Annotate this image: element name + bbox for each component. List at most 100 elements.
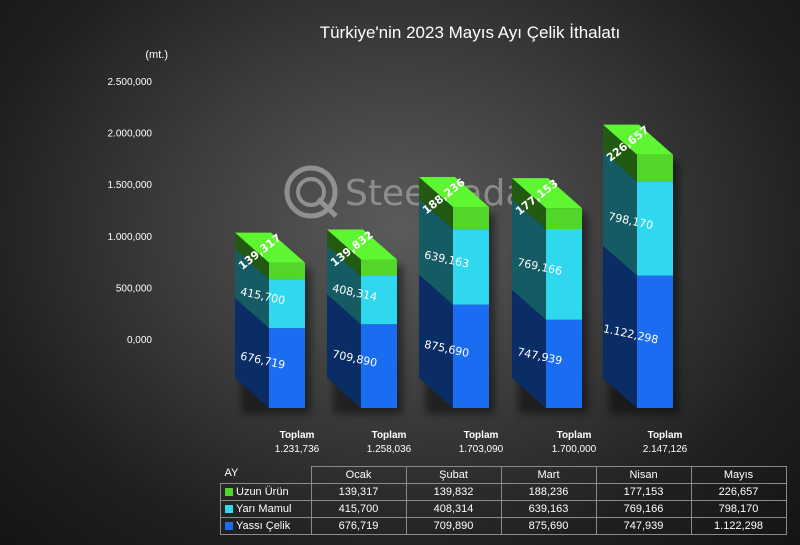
total-label: Toplam [648,430,683,441]
watermark-tail-icon [316,197,338,218]
table-cell: 415,700 [310,500,407,518]
y-axis-ticks: 2.500,000 2.000,000 1.500,000 1.000,000 500,… [108,77,153,346]
bar-segment-top [419,177,489,208]
table-row: Uzun Ürün 139,317 139,832 188,236 177,15… [220,483,787,501]
watermark-inner-ring-icon [296,177,326,207]
series-name: Yarı Mamul [236,503,292,515]
bar-segment-side [603,245,637,408]
total-value: 1.258,036 [367,444,412,455]
table-row: Yarı Mamul 415,700 408,314 639,163 769,1… [220,500,787,518]
bar-segment-side [327,294,361,408]
bar-segment-side [235,232,269,280]
table-cell: 676,719 [310,517,407,535]
y-axis-unit: (mt.) [145,49,168,61]
y-tick-label: 2.500,000 [108,77,153,88]
bar-segment-front [453,229,489,305]
bar-segment-front [546,228,582,320]
chart-canvas: Türkiye'nin 2023 Mayıs Ayı Çelik İthalat… [108,23,688,455]
legend-key-yassi [225,522,233,531]
table-cell: 139,832 [405,483,502,501]
bar-segment-front [453,304,489,408]
table-cell: 408,314 [405,500,502,518]
table-header-cell: Şubat [405,466,502,484]
bar-segment-top [512,178,582,209]
bar-segment-side [419,199,453,305]
bar-segment-side [327,246,361,325]
table-header-cell: Nisan [595,466,692,484]
legend-key-uzun [225,488,233,497]
table-cell: 226,657 [690,483,787,501]
y-tick-label: 0,000 [127,335,152,346]
totals-group: Toplam 1.231,736 Toplam 1.258,036 Toplam 1.70… [275,430,688,455]
table-cell: 769,166 [595,500,692,518]
table-cell: 177,153 [595,483,692,501]
bar-segment-side [235,249,269,329]
table-row-label: Yassı Çelik [220,517,312,535]
y-tick-label: 500,000 [116,283,153,294]
bar-segment-side [327,229,361,277]
table-header-row: AY Ocak Şubat Mart Nisan Mayıs [220,466,787,484]
series-name: Uzun Ürün [236,486,289,498]
bar-segment-side [235,298,269,408]
bar-segment-side [419,274,453,408]
bars-group: 676,719415,700139,317709,890408,314139,8… [235,123,679,414]
bar-segment-front [269,262,305,280]
bar-segment-side [512,198,546,320]
table-cell: 1.122,298 [690,517,787,535]
bar-segment-front [361,259,397,277]
table-corner-label: AY [220,466,312,484]
table-cell: 709,890 [405,517,502,535]
total-value: 1.231,736 [275,444,320,455]
bar-segment-front [453,207,489,230]
table-cell: 139,317 [310,483,407,501]
table-header-cell: Ocak [310,466,407,484]
table-cell: 747,939 [595,517,692,535]
bar-segment-side [603,151,637,276]
table-cell: 798,170 [690,500,787,518]
watermark-logo [284,165,338,219]
bar-segment-side [603,124,637,182]
bar-segment-front [361,324,397,408]
bar-segment-front [546,319,582,408]
bar-segment-front [637,181,673,276]
table-row-label: Yarı Mamul [220,500,312,518]
table-row: Yassı Çelik 676,719 709,890 875,690 747,… [220,517,787,535]
bar-segment-side [512,289,546,408]
y-tick-label: 1.500,000 [108,180,153,191]
table-cell: 188,236 [500,483,597,501]
table-cell: 875,690 [500,517,597,535]
total-value: 1.700,000 [552,444,597,455]
series-name: Yassı Çelik [236,520,291,532]
bar-segment-front [546,208,582,229]
data-table: AY Ocak Şubat Mart Nisan Mayıs Uzun Ürün… [220,466,787,535]
watermark-ring-icon [284,165,338,219]
legend-key-yari [225,505,233,514]
bar-segment-front [269,279,305,329]
y-tick-label: 2.000,000 [108,129,153,140]
chart-title: Türkiye'nin 2023 Mayıs Ayı Çelik İthalat… [320,23,621,42]
total-label: Toplam [372,430,407,441]
total-label: Toplam [557,430,592,441]
bar-segment-front [637,154,673,182]
table-cell: 639,163 [500,500,597,518]
bar-segment-side [512,178,546,229]
bar-segment-top [603,124,673,155]
bar-segment-top [235,232,305,263]
bar-segment-front [361,276,397,325]
total-value: 1.703,090 [459,444,504,455]
bar-segment-side [419,177,453,230]
table-header-cell: Mart [500,466,597,484]
table-header-cell: Mayıs [690,466,787,484]
table-row-label: Uzun Ürün [220,483,312,501]
bar-segment-front [269,328,305,408]
total-value: 2.147,126 [643,444,688,455]
total-label: Toplam [464,430,499,441]
bar-segment-front [637,275,673,408]
total-label: Toplam [280,430,315,441]
bar-segment-top [327,229,397,260]
